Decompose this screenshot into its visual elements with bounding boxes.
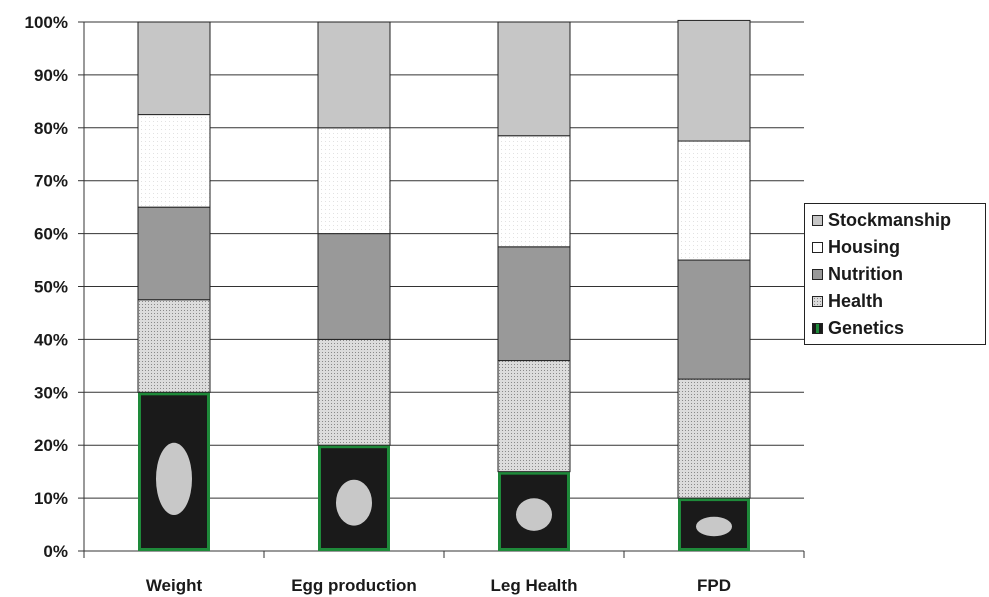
- y-tick-label: 80%: [34, 119, 68, 138]
- bar-segment-genetics: [678, 498, 750, 552]
- x-category-label: Egg production: [291, 576, 417, 595]
- legend-swatch-nutrition: [812, 269, 823, 280]
- legend-swatch-genetics: [812, 323, 823, 334]
- bar-segment-health: [677, 378, 751, 499]
- bar-segment-nutrition: [497, 246, 571, 362]
- bar-segment-housing: [497, 135, 571, 248]
- bar-segment-stockmanship: [677, 19, 751, 142]
- bar-segment-genetics: [138, 392, 210, 551]
- bar-segment-health: [497, 360, 571, 473]
- legend-item-nutrition: Nutrition: [812, 261, 985, 288]
- bar-segment-nutrition: [317, 233, 391, 340]
- y-tick-label: 10%: [34, 489, 68, 508]
- legend-swatch-housing: [812, 242, 823, 253]
- bars: [137, 19, 751, 552]
- y-tick-label: 70%: [34, 172, 68, 191]
- photo-silhouette-icon: [516, 498, 552, 531]
- bar-segment-stockmanship: [317, 21, 391, 129]
- bar-segment-health: [137, 299, 211, 393]
- legend-swatch-health: [812, 296, 823, 307]
- legend-item-genetics: Genetics: [812, 315, 985, 342]
- legend: Stockmanship Housing Nutrition Health Geneti…: [804, 203, 986, 345]
- y-tick-label: 50%: [34, 278, 68, 297]
- legend-label: Genetics: [828, 318, 905, 338]
- bar-segment-housing: [317, 127, 391, 235]
- photo-silhouette-icon: [156, 442, 192, 516]
- legend-label: Housing: [828, 237, 900, 257]
- bar-segment-genetics: [318, 445, 390, 552]
- bar-segment-genetics: [498, 471, 570, 551]
- y-tick-label: 30%: [34, 383, 68, 402]
- y-tick-label: 100%: [25, 13, 68, 32]
- photo-silhouette-icon: [696, 516, 732, 537]
- bar-segment-nutrition: [137, 206, 211, 301]
- axes: [78, 21, 805, 558]
- y-tick-label: 90%: [34, 66, 68, 85]
- bar-segment-housing: [677, 140, 751, 261]
- legend-label: Health: [828, 291, 884, 311]
- x-category-labels: Weight Egg production Leg Health FPD: [146, 576, 731, 595]
- legend-item-housing: Housing: [812, 234, 985, 261]
- y-tick-label: 40%: [34, 330, 68, 349]
- bar-segment-health: [317, 338, 391, 446]
- bar-segment-stockmanship: [137, 21, 211, 116]
- bar-segment-stockmanship: [497, 21, 571, 137]
- y-tick-label: 20%: [34, 436, 68, 455]
- photo-silhouette-icon: [336, 479, 372, 526]
- y-tick-labels: 0% 10% 20% 30% 40% 50% 60% 70% 80% 90% 100%: [25, 13, 68, 561]
- legend-label: Nutrition: [828, 264, 903, 284]
- bar-segment-nutrition: [677, 259, 751, 380]
- x-category-label: Leg Health: [491, 576, 578, 595]
- y-tick-label: 60%: [34, 225, 68, 244]
- legend-item-health: Health: [812, 288, 985, 315]
- x-category-label: FPD: [697, 576, 731, 595]
- y-tick-label: 0%: [43, 542, 68, 561]
- legend-label: Stockmanship: [828, 210, 952, 230]
- legend-item-stockmanship: Stockmanship: [812, 207, 985, 234]
- x-category-label: Weight: [146, 576, 203, 595]
- legend-swatch-stockmanship: [812, 215, 823, 226]
- bar-segment-housing: [137, 114, 211, 208]
